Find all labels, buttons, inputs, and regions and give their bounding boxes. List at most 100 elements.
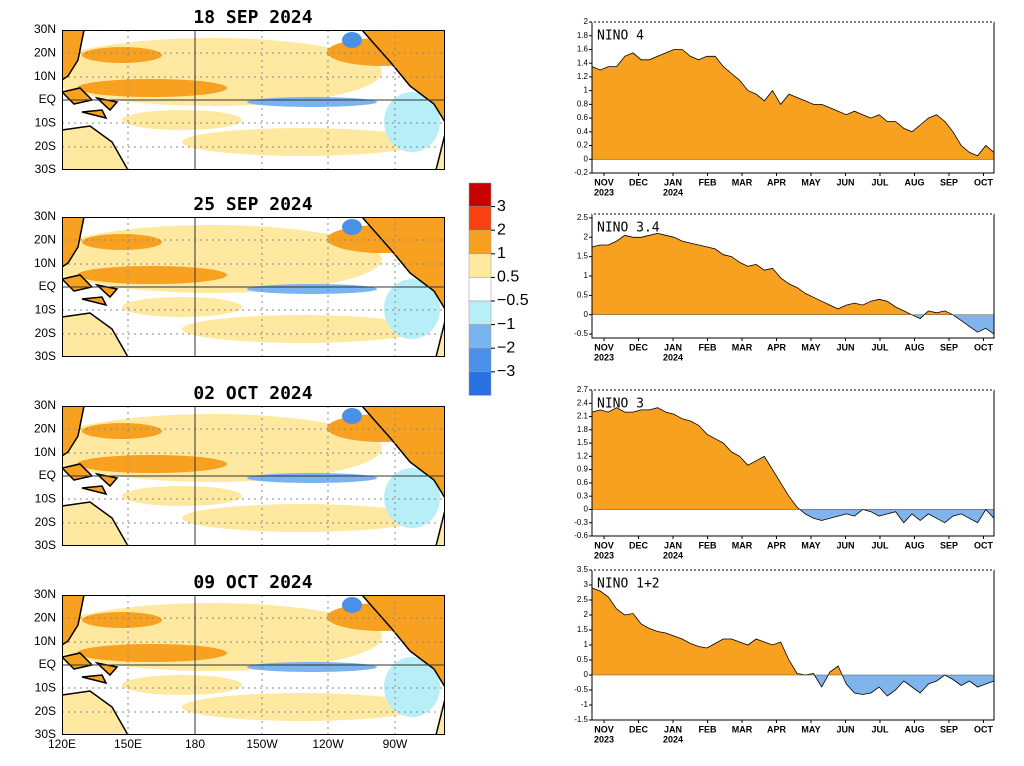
area xyxy=(592,407,994,523)
colorbar-swatch xyxy=(468,253,492,278)
x-tick-label: FEB xyxy=(699,177,718,187)
colorbar-label: 2 xyxy=(497,221,506,238)
y-tick-label: 1.5 xyxy=(577,438,589,447)
y-tick-label: 0 xyxy=(584,670,589,679)
y-tick-label: -1.5 xyxy=(574,715,588,724)
lat-label: 30S xyxy=(35,538,56,552)
x-tick-label: JUL xyxy=(871,177,889,187)
lat-label: EQ xyxy=(39,657,56,671)
x-tick-label: AUG xyxy=(904,342,924,352)
y-tick-label: 3 xyxy=(584,580,589,589)
x-tick-label: APR xyxy=(767,540,787,550)
x-tick-label: MAY xyxy=(801,724,820,734)
x-tick-label: APR xyxy=(767,342,787,352)
x-tick-label: JUN xyxy=(836,724,854,734)
lat-label: EQ xyxy=(39,279,56,293)
colorbar-swatch xyxy=(468,347,492,373)
y-tick-label: -0.5 xyxy=(574,329,588,338)
x-tick-label: AUG xyxy=(904,724,924,734)
x-tick-label: MAR xyxy=(732,540,753,550)
y-tick-label: 0.2 xyxy=(577,141,589,150)
y-tick-label: 1.8 xyxy=(577,425,589,434)
map-title: 02 OCT 2024 xyxy=(193,383,312,404)
lat-label: 10N xyxy=(34,256,56,270)
lon-label: 120E xyxy=(48,737,76,751)
y-tick-label: 0.6 xyxy=(577,113,589,122)
x-tick-label: APR xyxy=(767,724,787,734)
y-tick-label: 1 xyxy=(584,271,589,280)
year-label: 2024 xyxy=(663,187,683,197)
lat-label: 20S xyxy=(35,326,56,340)
y-tick-label: 2 xyxy=(584,610,589,619)
lat-label: 10N xyxy=(34,69,56,83)
y-tick-label: 1.5 xyxy=(577,252,589,261)
colorbar-swatch xyxy=(468,371,492,396)
chart-title: NINO 1+2 xyxy=(597,577,660,592)
x-tick-label: NOV xyxy=(594,342,614,352)
y-tick-label: 1.8 xyxy=(577,31,589,40)
colorbar-swatch xyxy=(468,182,492,207)
y-tick-label: 1.5 xyxy=(577,625,589,634)
map-title: 25 SEP 2024 xyxy=(193,194,312,215)
colorbar-swatch xyxy=(468,324,492,349)
x-tick-label: SEP xyxy=(940,540,958,550)
lon-label: 180 xyxy=(185,737,205,751)
x-tick-label: JUN xyxy=(836,342,854,352)
colorbar-swatch xyxy=(468,206,492,231)
year-label: 2023 xyxy=(594,352,614,362)
y-tick-label: 0.9 xyxy=(577,465,589,474)
x-tick-label: NOV xyxy=(594,724,614,734)
y-tick-label: 0.4 xyxy=(577,127,589,136)
x-tick-label: JAN xyxy=(664,540,682,550)
x-tick-label: MAY xyxy=(801,540,820,550)
map xyxy=(42,595,445,735)
y-tick-label: 0.5 xyxy=(577,655,589,664)
y-tick-label: -0.3 xyxy=(574,518,588,527)
chart-title: NINO 3 xyxy=(597,397,644,412)
colorbar-label: −2 xyxy=(497,339,515,356)
lat-label: 30S xyxy=(35,162,56,176)
y-tick-label: 0.6 xyxy=(577,478,589,487)
map xyxy=(42,217,445,357)
y-tick-label: 0.8 xyxy=(577,99,589,108)
y-tick-label: -0.6 xyxy=(574,531,588,540)
y-tick-label: 3.5 xyxy=(577,565,589,574)
colorbar-swatch xyxy=(468,277,492,302)
lat-label: 20S xyxy=(35,139,56,153)
lat-label: 30N xyxy=(34,209,56,223)
chart-title: NINO 3.4 xyxy=(597,221,660,236)
x-tick-label: DEC xyxy=(629,540,649,550)
line xyxy=(591,407,995,524)
lat-label: 30N xyxy=(34,587,56,601)
x-tick-label: SEP xyxy=(940,177,958,187)
chart-title: NINO 4 xyxy=(597,29,644,44)
lat-label: EQ xyxy=(39,468,56,482)
lat-label: 20N xyxy=(34,422,56,436)
y-tick-label: 1.2 xyxy=(577,72,589,81)
lat-label: 30N xyxy=(34,22,56,36)
y-tick-label: 1.4 xyxy=(577,58,589,67)
x-tick-label: JUN xyxy=(836,177,854,187)
x-tick-label: JAN xyxy=(664,724,682,734)
lon-label: 150W xyxy=(246,737,278,751)
year-label: 2023 xyxy=(594,550,614,560)
x-tick-label: SEP xyxy=(940,342,958,352)
y-tick-label: 0 xyxy=(584,154,589,163)
x-tick-label: DEC xyxy=(629,177,649,187)
x-tick-label: OCT xyxy=(974,342,994,352)
y-tick-label: 2 xyxy=(584,17,589,26)
year-label: 2024 xyxy=(663,550,683,560)
colorbar-label: −3 xyxy=(497,363,515,380)
map-title: 09 OCT 2024 xyxy=(193,572,312,593)
area xyxy=(592,233,994,335)
map xyxy=(42,406,445,546)
x-tick-label: NOV xyxy=(594,540,614,550)
x-tick-label: SEP xyxy=(940,724,958,734)
y-tick-label: 0.3 xyxy=(577,491,589,500)
area xyxy=(592,49,994,160)
y-tick-label: -0.2 xyxy=(574,168,588,177)
x-tick-label: FEB xyxy=(699,540,718,550)
x-tick-label: APR xyxy=(767,177,787,187)
lat-label: 10S xyxy=(35,681,56,695)
x-tick-label: JUN xyxy=(836,540,854,550)
